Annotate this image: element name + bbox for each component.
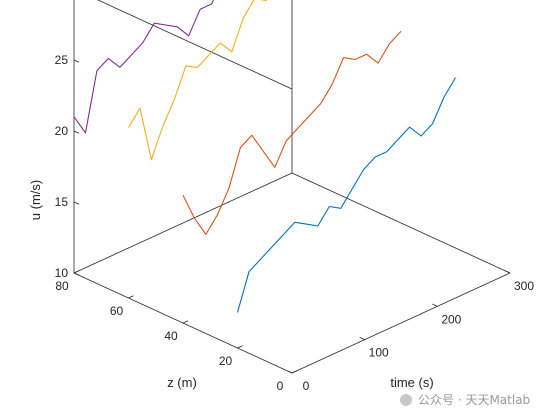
axes-edge [291, 272, 511, 374]
x-tick-mark [286, 370, 293, 374]
y-tick-label: 20 [219, 354, 233, 368]
wechat-icon [400, 394, 412, 406]
y-tick-mark [182, 320, 189, 324]
zlabel: u (m/s) [28, 180, 43, 220]
u-tick-label: 20 [55, 124, 69, 138]
series-lines [73, 0, 456, 313]
x-tick-label: 100 [369, 346, 389, 360]
y-tick-label: 0 [277, 379, 284, 393]
y-tick-label: 80 [55, 279, 69, 293]
u-tick-label: 15 [55, 195, 69, 209]
x-tick-mark [359, 337, 365, 341]
ylabel: z (m) [167, 375, 197, 390]
x-tick-label: 300 [514, 279, 534, 293]
y-tick-label: 40 [164, 329, 178, 343]
series-line [236, 77, 456, 313]
u-tick-mark [73, 130, 80, 134]
watermark-text: 公众号 · 天天Matlab [418, 393, 530, 407]
u-tick-mark [73, 59, 80, 63]
y-tick-mark [73, 270, 80, 274]
x-tick-mark [504, 270, 511, 274]
x-tick-label: 200 [441, 312, 461, 326]
axes-edge [73, 172, 293, 274]
axes-edge [97, 0, 293, 90]
u-tick-label: 10 [55, 266, 69, 280]
y-tick-mark [237, 345, 243, 349]
u-tick-mark [73, 201, 80, 205]
x-tick-mark [432, 303, 438, 307]
axes-edge [291, 172, 511, 274]
x-tick-label: 0 [303, 379, 310, 393]
series-line [128, 0, 268, 161]
series-line [73, 0, 214, 134]
xlabel: time (s) [390, 375, 433, 390]
u-tick-mark [73, 272, 80, 276]
y-tick-mark [128, 295, 134, 299]
y-tick-label: 60 [110, 304, 124, 318]
series-line [182, 30, 402, 235]
watermark: 公众号 · 天天Matlab [400, 393, 530, 407]
u-tick-label: 25 [55, 53, 69, 67]
y-tick-mark [291, 370, 298, 374]
axes-ticks: 01002003000204060801015202530 [55, 53, 535, 393]
